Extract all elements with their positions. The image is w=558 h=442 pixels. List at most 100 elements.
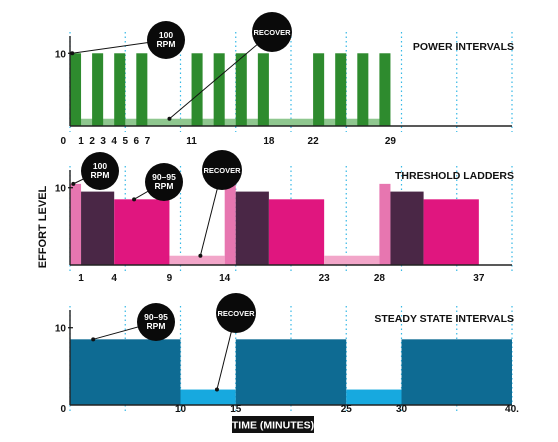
effort-bar [114, 199, 170, 265]
x-tick-label: 3 [100, 136, 106, 147]
x-tick-label: 25 [341, 404, 353, 415]
callout-dot [71, 181, 76, 186]
x-tick-label: 5 [122, 136, 128, 147]
callout-text: RPM [147, 321, 166, 331]
callout-circle [252, 12, 292, 52]
effort-bar [70, 53, 82, 126]
callout-circle [137, 303, 175, 341]
origin-label: 0 [60, 404, 66, 415]
effort-bar [268, 199, 325, 265]
effort-bar [324, 255, 380, 265]
callout-text: 90–95 [152, 172, 176, 182]
effort-bar [81, 191, 115, 265]
callout-text: 100 [159, 30, 173, 40]
effort-bar [235, 191, 269, 265]
x-tick-label: 6 [134, 136, 140, 147]
x-tick-label: 37 [473, 273, 485, 284]
effort-bar [114, 53, 126, 126]
x-tick-label: 1 [78, 136, 84, 147]
callout-bubble: RECOVER [167, 12, 292, 121]
y-tick-label: 10 [55, 49, 67, 60]
x-tick-label: 14 [219, 273, 231, 284]
x-axis-label-box: TIME (MINUTES) [232, 416, 314, 433]
callout-circle [145, 163, 183, 201]
callout-dot [167, 116, 172, 121]
callout-dot [132, 197, 137, 202]
effort-bar [70, 183, 82, 265]
x-tick-label: 23 [319, 273, 331, 284]
effort-bar [423, 199, 479, 265]
effort-bar [70, 339, 181, 405]
callout-bubble: RECOVER [198, 150, 242, 258]
x-tick-label: 7 [145, 136, 151, 147]
effort-bar [313, 53, 325, 126]
effort-bar [235, 339, 347, 405]
callout-circle [216, 293, 256, 333]
panel-title: STEADY STATE INTERVALS [374, 313, 514, 325]
callout-dot [214, 387, 219, 392]
x-tick-label: 30 [396, 404, 408, 415]
x-tick-label: 28 [374, 273, 386, 284]
x-tick-label: 10 [175, 404, 187, 415]
effort-bar [235, 53, 247, 126]
effort-bar [191, 53, 203, 126]
effort-bar [257, 53, 269, 126]
effort-bar [401, 339, 512, 405]
effort-bar [180, 389, 236, 405]
callout-text: 90–95 [144, 312, 168, 322]
x-tick-label: 18 [263, 136, 275, 147]
callout-dot [91, 337, 96, 342]
recover-band [70, 118, 391, 126]
callout-dot [70, 51, 75, 56]
effort-bar [379, 53, 391, 126]
callout-bubble: RECOVER [214, 293, 256, 392]
effort-bar [390, 191, 424, 265]
effort-bar [379, 183, 391, 265]
x-tick-label: 9 [167, 273, 173, 284]
y-tick-label: 10 [55, 184, 67, 195]
effort-bar [335, 53, 347, 126]
panel-1: 10 0 1 2 3 4 5 6 7 11 18 22 29 POWER INTERVALS [55, 36, 514, 147]
y-axis-label: EFFORT LEVEL [37, 185, 49, 268]
x-axis-label: TIME (MINUTES) [232, 420, 314, 432]
callout-circle [81, 152, 119, 190]
effort-bar [224, 183, 236, 265]
effort-bar [169, 255, 225, 265]
x-tick-label: 11 [186, 136, 197, 147]
callout-text: RPM [157, 39, 176, 49]
y-tick-label: 10 [55, 324, 67, 335]
x-tick-label: 1 [78, 273, 84, 284]
x-tick-label: 2 [89, 136, 95, 147]
callout-circle [202, 150, 242, 190]
x-tick-label: 15 [230, 404, 242, 415]
effort-bar [92, 53, 104, 126]
panel-3: 10 0 10 15 25 30 40. STEADY STATE INTERVALS [55, 310, 519, 415]
x-tick-label: 29 [385, 136, 397, 147]
panel-title: THRESHOLD LADDERS [395, 170, 514, 182]
x-tick-label: 4 [111, 136, 117, 147]
callout-text: RECOVER [217, 309, 255, 318]
callout-circle [147, 21, 185, 59]
callout-text: RPM [91, 170, 110, 180]
effort-bar [346, 389, 402, 405]
panel-title: POWER INTERVALS [413, 41, 514, 53]
x-tick-label: 4 [111, 273, 117, 284]
effort-bar [357, 53, 369, 126]
effort-bar [213, 53, 225, 126]
origin-label: 0 [60, 136, 66, 147]
callout-text: 100 [93, 161, 107, 171]
x-tick-label: 40. [505, 404, 519, 415]
callout-text: RECOVER [253, 28, 291, 37]
callout-leader [169, 31, 273, 120]
callout-dot [198, 253, 203, 258]
x-tick-label: 22 [308, 136, 320, 147]
effort-bar [136, 53, 148, 126]
